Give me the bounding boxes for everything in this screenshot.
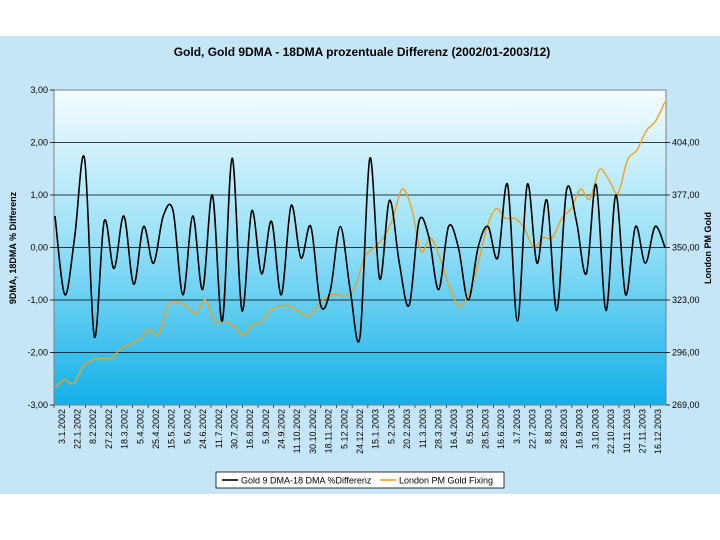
x-tick-label: 22.7.2003 — [528, 409, 538, 449]
x-tick-label: 24.12.2002 — [355, 409, 365, 454]
y2-tick-label: 296,00 — [672, 348, 700, 358]
x-tick-label: 15.1.2003 — [371, 409, 381, 449]
x-tick-label: 20.2.2003 — [402, 409, 412, 449]
y-tick-label: 3,00 — [30, 85, 48, 95]
x-tick-label: 15.5.2002 — [167, 409, 177, 449]
x-tick-label: 3.10.2003 — [590, 409, 600, 449]
x-tick-label: 3.1.2002 — [57, 409, 67, 444]
chart-svg: Gold, Gold 9DMA - 18DMA prozentuale Diff… — [8, 45, 713, 489]
chart-frame: Gold, Gold 9DMA - 18DMA prozentuale Diff… — [0, 36, 720, 494]
x-tick-label: 5.2.2003 — [386, 409, 396, 444]
x-tick-label: 27.11.2003 — [637, 409, 647, 453]
x-tick-label: 28.8.2003 — [559, 409, 569, 449]
x-tick-label: 30.10.2002 — [308, 409, 318, 454]
x-tick-label: 8.8.2003 — [543, 409, 553, 444]
y-axis-left: -3,00 -2,00 -1,00 0,00 1,00 2,00 3,00 — [27, 85, 54, 410]
x-tick-label: 3.7.2003 — [512, 409, 522, 444]
x-tick-label: 30.7.2002 — [229, 409, 239, 449]
series-line-gold-fixing — [54, 101, 666, 389]
x-tick-label: 8.5.2003 — [465, 409, 475, 444]
x-tick-label: 18.11.2002 — [324, 409, 334, 453]
legend: Gold 9 DMA-18 DMA %Differenz London PM G… — [215, 471, 505, 489]
legend-label-gold-fixing: London PM Gold Fixing — [399, 476, 493, 486]
y2-tick-label: 269,00 — [672, 400, 700, 410]
x-tick-label: 24.9.2002 — [277, 409, 287, 449]
x-tick-label: 11.7.2002 — [214, 409, 224, 448]
series-line-gold-diff — [54, 155, 666, 343]
x-tick-label: 11.10.2002 — [292, 409, 302, 453]
x-tick-label: 16.9.2003 — [575, 409, 585, 449]
x-tick-label: 22.1.2002 — [73, 409, 83, 449]
x-tick-label: 5.6.2002 — [182, 409, 192, 444]
x-axis: 3.1.2002 22.1.2002 8.2.2002 27.2.2002 18.3.2… — [53, 405, 663, 454]
x-tick-label: 28.5.2003 — [481, 409, 491, 449]
y-axis-title: 9DMA, 18DMA % Differenz — [8, 191, 18, 304]
x-tick-label: 8.2.2002 — [88, 409, 98, 444]
x-tick-label: 18.3.2002 — [120, 409, 130, 449]
x-tick-label: 16.4.2003 — [449, 409, 459, 449]
y2-axis-title: London PM Gold — [703, 212, 713, 284]
y-tick-label: -3,00 — [27, 400, 48, 410]
chart-title: Gold, Gold 9DMA - 18DMA prozentuale Diff… — [174, 45, 551, 59]
y-axis-right: 269,00 296,00 323,00 350,00 377,00 404,00 — [666, 138, 700, 410]
x-tick-label: 24.6.2002 — [198, 409, 208, 449]
y-tick-label: -2,00 — [27, 348, 48, 358]
x-tick-label: 5.12.2002 — [339, 409, 349, 449]
series-layer — [54, 101, 666, 389]
y2-tick-label: 323,00 — [672, 295, 700, 305]
legend-label-gold-diff: Gold 9 DMA-18 DMA %Differenz — [241, 476, 372, 486]
y2-tick-label: 350,00 — [672, 243, 700, 253]
legend-box — [215, 471, 505, 489]
y-tick-label: 0,00 — [30, 243, 48, 253]
y-tick-label: 2,00 — [30, 138, 48, 148]
y2-tick-label: 404,00 — [672, 138, 700, 148]
x-tick-label: 10.11.2003 — [622, 409, 632, 453]
x-tick-label: 16.12.2003 — [653, 409, 663, 454]
y-tick-label: -1,00 — [27, 295, 48, 305]
x-tick-label: 27.2.2002 — [104, 409, 114, 449]
x-tick-label: 16.8.2002 — [245, 409, 255, 449]
x-tick-label: 5.4.2002 — [135, 409, 145, 444]
y-tick-label: 1,00 — [30, 190, 48, 200]
x-tick-label: 11.3.2003 — [418, 409, 428, 448]
x-tick-label: 22.10.2003 — [606, 409, 616, 454]
x-tick-label: 25.4.2002 — [151, 409, 161, 449]
x-tick-label: 5.9.2002 — [261, 409, 271, 444]
x-tick-label: 16.6.2003 — [496, 409, 506, 449]
gridlines — [54, 142, 666, 353]
x-tick-label: 28.3.2003 — [433, 409, 443, 449]
y2-tick-label: 377,00 — [672, 190, 700, 200]
